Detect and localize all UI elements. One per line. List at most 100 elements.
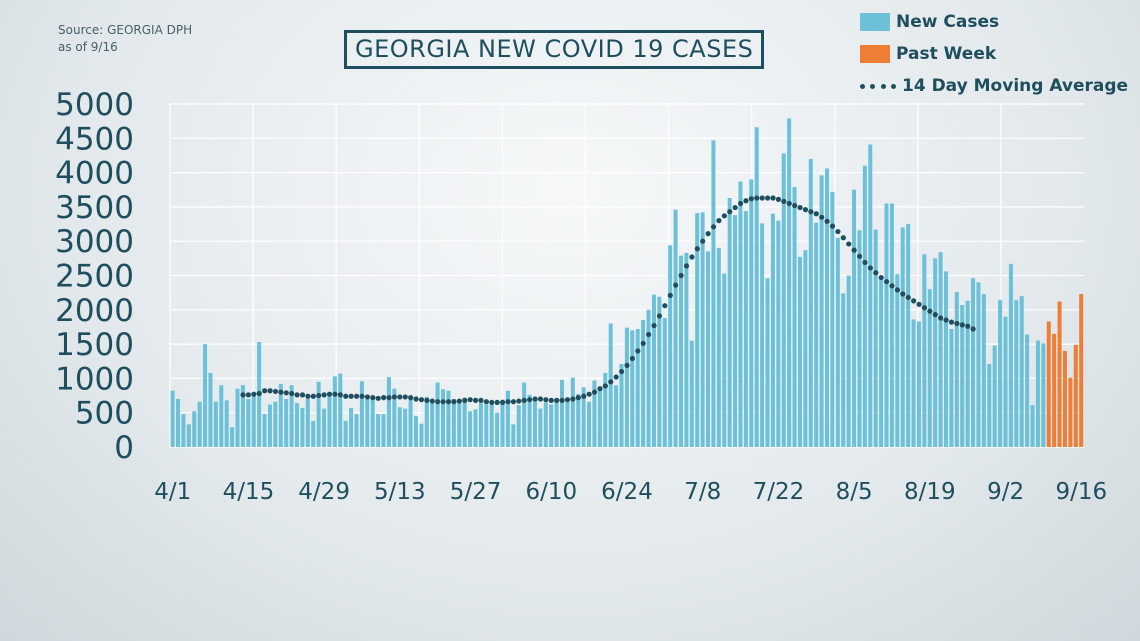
source-note: Source: GEORGIA DPH as of 9/16 [58, 22, 192, 56]
average-point [316, 392, 322, 399]
bar-new-cases [500, 399, 505, 447]
bar-new-cases [689, 340, 694, 447]
bar-new-cases [927, 289, 932, 447]
average-point [294, 392, 300, 398]
bar-new-cases [987, 363, 992, 447]
bar-new-cases [376, 414, 381, 447]
average-point [505, 399, 511, 405]
y-tick-label: 500 [75, 396, 134, 432]
bar-new-cases [614, 385, 619, 447]
bar-past-week [1068, 377, 1073, 447]
x-tick-label: 6/10 [525, 479, 577, 505]
average-point [326, 391, 333, 397]
average-point [272, 388, 279, 395]
bar-new-cases [305, 398, 310, 447]
bar-new-cases [543, 402, 548, 447]
bar-new-cases [727, 197, 732, 447]
average-point [743, 198, 749, 204]
average-point [375, 395, 381, 401]
bar-new-cases [754, 127, 759, 447]
bar-new-cases [889, 203, 894, 447]
average-point [943, 317, 949, 323]
average-point [527, 397, 533, 403]
average-point [521, 397, 527, 403]
y-tick-label: 3000 [55, 224, 134, 260]
bar-new-cases [1014, 300, 1019, 447]
average-point [905, 294, 911, 301]
average-point [262, 388, 268, 394]
average-point [543, 397, 549, 403]
bar-new-cases [451, 398, 456, 447]
average-point [613, 374, 619, 380]
legend-label-new-cases: New Cases [896, 12, 1000, 32]
bar-new-cases [862, 165, 867, 448]
average-point [305, 393, 311, 399]
bar-new-cases [468, 411, 473, 447]
bar-new-cases [446, 390, 451, 447]
average-point [651, 322, 657, 329]
average-point [445, 399, 452, 405]
average-point [851, 247, 857, 253]
average-point [759, 195, 765, 201]
bar-new-cases [803, 250, 808, 447]
average-point [754, 195, 760, 201]
average-point [678, 272, 684, 279]
bar-new-cases [938, 252, 943, 447]
x-tick-label: 9/2 [987, 479, 1024, 505]
average-point [462, 397, 468, 403]
average-point [472, 397, 479, 403]
average-point [240, 392, 246, 398]
bar-new-cases [1041, 343, 1046, 447]
bar-new-cases [484, 404, 489, 447]
bar-new-cases [722, 273, 727, 447]
bar-new-cases [273, 401, 278, 447]
bar-new-cases [971, 278, 976, 447]
bar-past-week [1046, 321, 1051, 447]
bar-new-cases [943, 271, 948, 447]
average-point [516, 398, 522, 404]
average-point [629, 355, 636, 362]
legend: New Cases Past Week 14 Day Moving Averag… [860, 6, 1128, 102]
bar-new-cases [576, 394, 581, 447]
average-point [635, 348, 641, 354]
average-point [424, 397, 430, 403]
bar-new-cases [830, 191, 835, 447]
average-point [494, 399, 500, 406]
average-point [840, 235, 846, 241]
average-point [792, 202, 798, 209]
legend-label-past-week: Past Week [896, 44, 997, 64]
average-point [781, 198, 787, 205]
legend-item-moving-average: 14 Day Moving Average [860, 70, 1128, 102]
bar-new-cases [760, 223, 765, 447]
bar-new-cases [478, 403, 483, 447]
x-tick-label: 6/24 [601, 479, 653, 505]
bar-new-cases [992, 345, 997, 447]
average-point [467, 397, 473, 403]
average-point [959, 322, 965, 328]
bar-new-cases [981, 294, 986, 447]
bar-new-cases [597, 386, 602, 447]
average-point [283, 390, 289, 396]
bar-new-cases [284, 398, 289, 447]
bar-new-cases [635, 329, 640, 447]
average-point [251, 391, 257, 397]
average-point [916, 301, 922, 307]
bar-new-cases [868, 144, 873, 447]
x-tick-label: 8/19 [904, 479, 956, 505]
y-tick-label: 1000 [55, 361, 134, 397]
bar-new-cases [197, 401, 202, 447]
x-axis: 4/1 4/15 4/29 5/13 5/27 6/10 6/24 7/8 7/22 8/5 8/1… [154, 479, 1107, 505]
average-point [591, 389, 598, 395]
average-point [954, 320, 960, 327]
average-point [370, 395, 376, 401]
bar-new-cases [835, 237, 840, 447]
average-point [819, 214, 825, 220]
average-point [564, 397, 571, 403]
bar-new-cases [176, 398, 181, 447]
bar-new-cases [781, 153, 786, 447]
bar-new-cases [570, 377, 575, 447]
bar-new-cases [911, 319, 916, 447]
y-tick-label: 2500 [55, 259, 134, 295]
